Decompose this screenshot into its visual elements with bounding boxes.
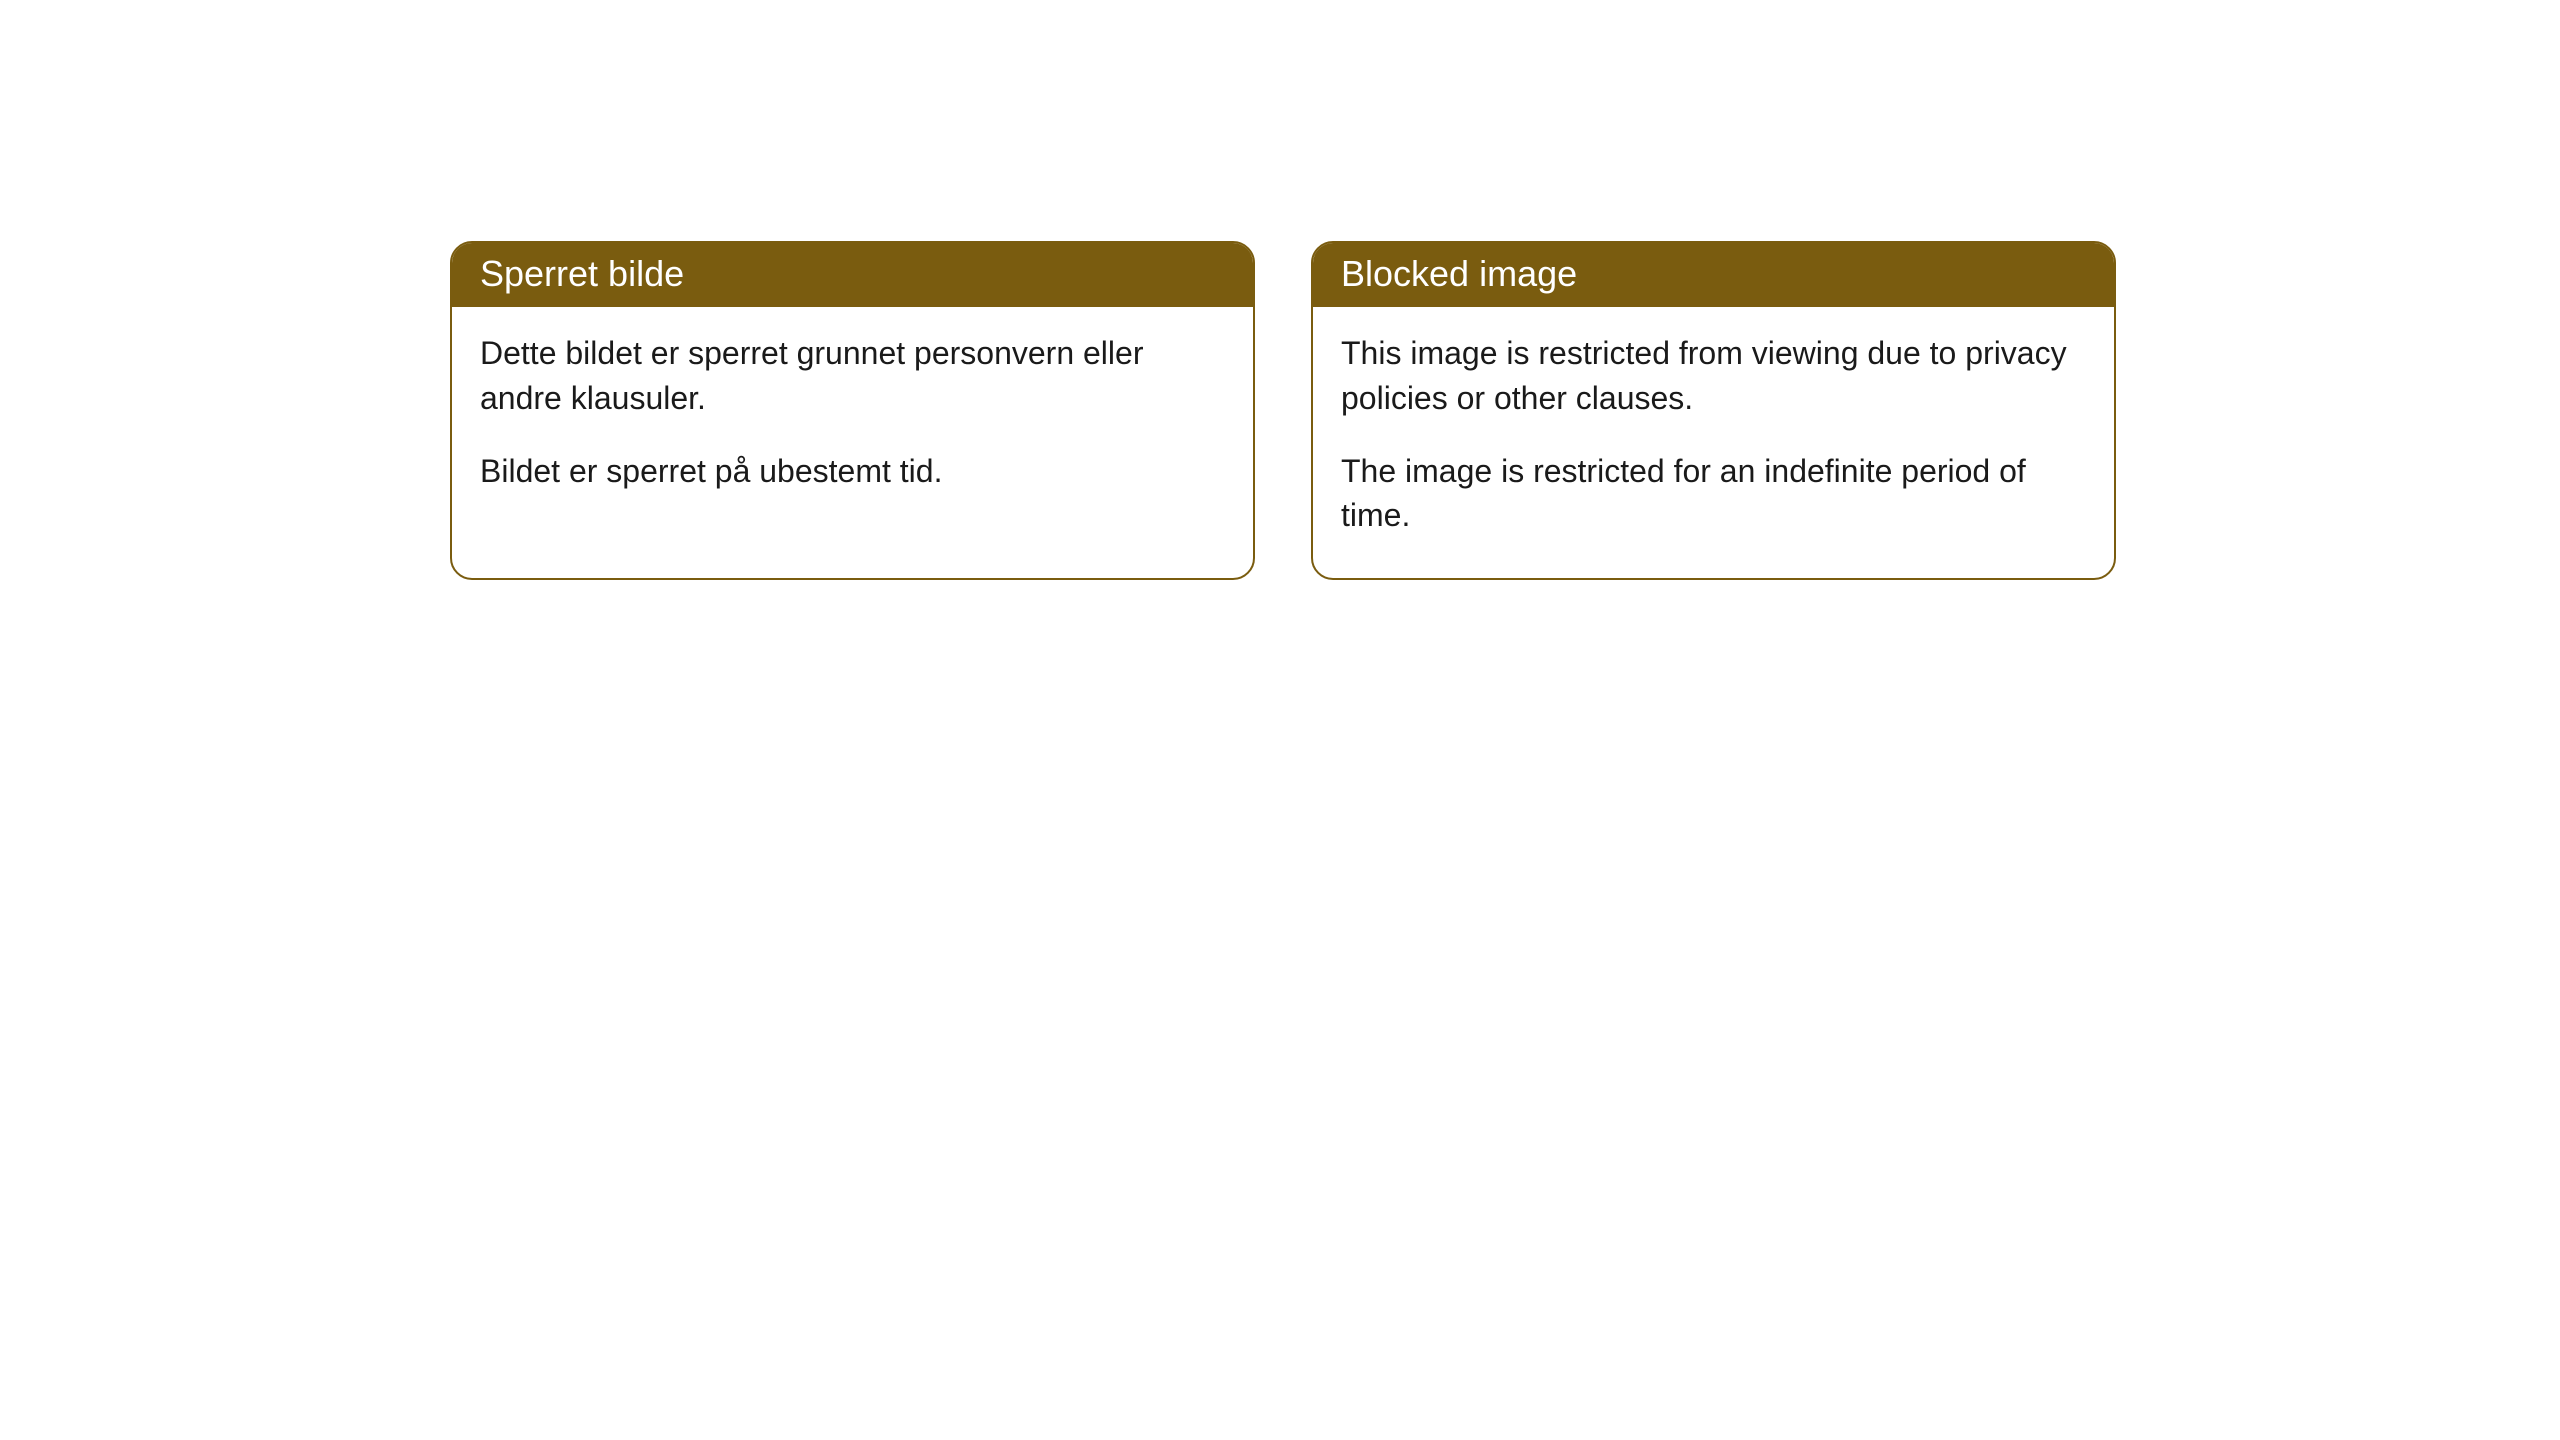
notice-card-english: Blocked image This image is restricted f…	[1311, 241, 2116, 580]
card-title: Sperret bilde	[480, 253, 684, 294]
card-body-english: This image is restricted from viewing du…	[1313, 307, 2114, 578]
card-header-english: Blocked image	[1313, 243, 2114, 307]
card-paragraph: This image is restricted from viewing du…	[1341, 331, 2086, 421]
card-header-norwegian: Sperret bilde	[452, 243, 1253, 307]
card-body-norwegian: Dette bildet er sperret grunnet personve…	[452, 307, 1253, 533]
card-paragraph: Bildet er sperret på ubestemt tid.	[480, 449, 1225, 494]
notice-card-norwegian: Sperret bilde Dette bildet er sperret gr…	[450, 241, 1255, 580]
card-paragraph: The image is restricted for an indefinit…	[1341, 449, 2086, 539]
notice-cards-container: Sperret bilde Dette bildet er sperret gr…	[0, 0, 2560, 580]
card-paragraph: Dette bildet er sperret grunnet personve…	[480, 331, 1225, 421]
card-title: Blocked image	[1341, 253, 1577, 294]
